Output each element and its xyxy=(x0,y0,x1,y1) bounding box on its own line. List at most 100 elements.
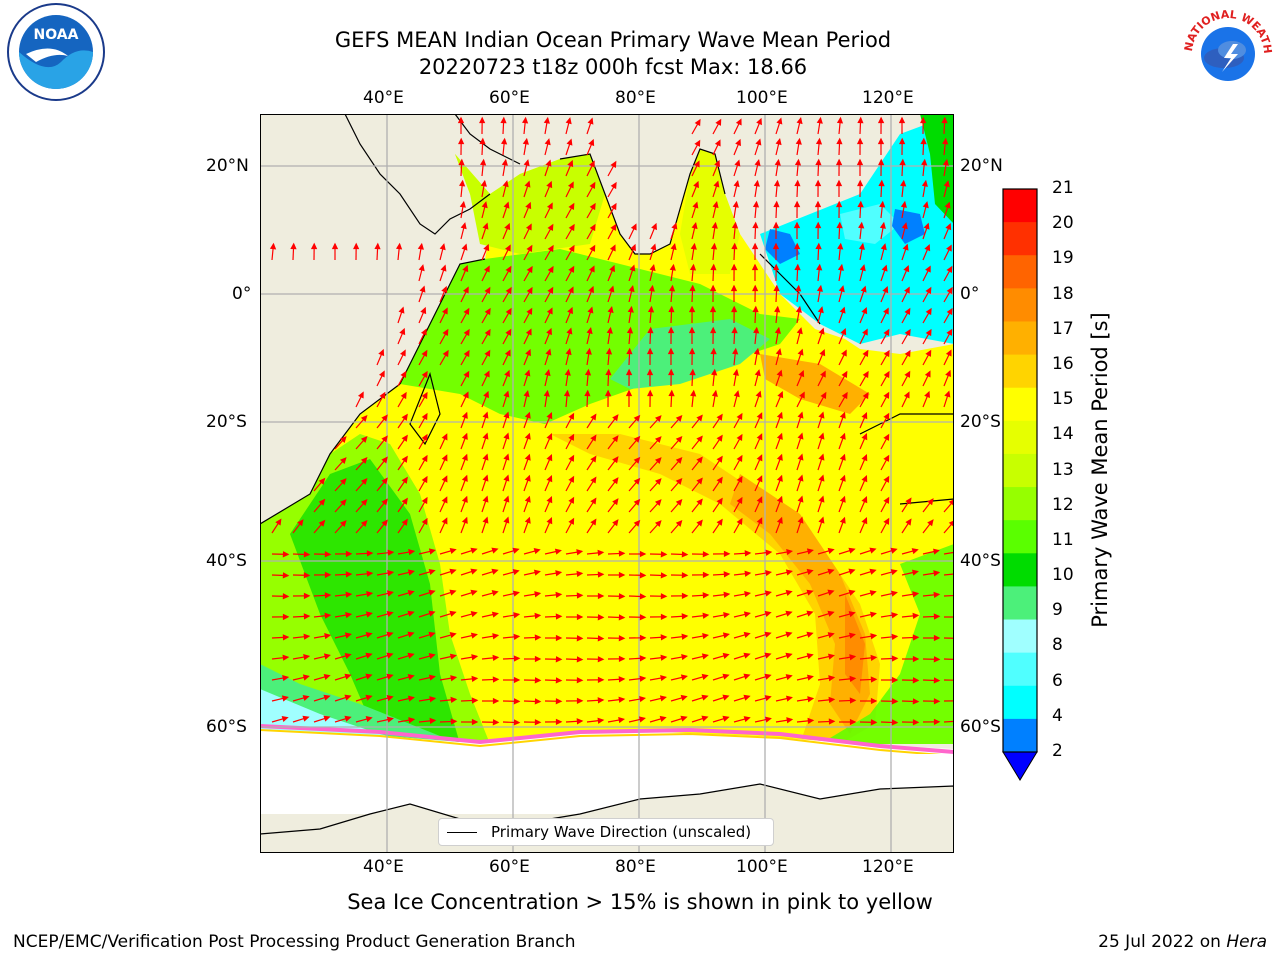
wave-arrow-head xyxy=(899,137,906,145)
wave-arrow-head xyxy=(526,307,533,315)
wave-arrow-head xyxy=(654,415,662,422)
wave-arrow-head xyxy=(625,389,633,397)
wave-arrow-head xyxy=(401,455,408,463)
wave-arrow-head xyxy=(869,568,877,575)
wave-arrow-head xyxy=(696,414,703,422)
colorbar-segment xyxy=(1003,652,1037,687)
wave-arrow-head xyxy=(921,179,928,187)
wave-arrow-head xyxy=(702,592,710,599)
wave-arrow-head xyxy=(331,242,339,250)
wave-arrow-head xyxy=(441,433,448,441)
wave-arrow-head xyxy=(794,242,801,250)
wave-arrow-head xyxy=(816,116,823,124)
wave-arrow-head xyxy=(858,221,865,229)
wave-arrow-head xyxy=(696,477,703,485)
wave-arrow-head xyxy=(799,391,805,399)
wave-arrow-head xyxy=(849,697,857,704)
wave-arrow-head xyxy=(690,389,697,397)
wave-arrow-head xyxy=(627,305,634,313)
wave-arrow-head xyxy=(503,411,510,419)
wave-arrow-head xyxy=(818,474,825,482)
wave-arrow-head xyxy=(660,551,668,558)
wave-arrow-head xyxy=(439,243,446,251)
wave-arrow-head xyxy=(555,698,563,705)
wave-arrow-head xyxy=(639,695,647,703)
lat-tick-left: 0° xyxy=(232,284,252,304)
wave-arrow-head xyxy=(381,498,388,506)
wave-arrow-head xyxy=(654,520,662,527)
wave-arrow-head xyxy=(504,349,511,357)
wave-arrow-head xyxy=(470,611,478,618)
wave-arrow-head xyxy=(733,180,740,188)
wave-arrow-head xyxy=(839,516,846,524)
wave-arrow-head xyxy=(933,591,941,599)
wave-arrow-head xyxy=(882,286,889,294)
wave-arrow-head xyxy=(797,495,804,503)
wave-arrow-head xyxy=(716,476,723,484)
wave-arrow-head xyxy=(525,201,532,210)
footer-date: 25 Jul 2022 on Hera xyxy=(1098,932,1267,952)
wave-arrow-head xyxy=(797,474,804,482)
svg-text:NOAA: NOAA xyxy=(34,27,79,43)
wave-arrow-head xyxy=(421,433,428,442)
wave-arrow-head xyxy=(588,160,595,168)
wave-arrow-head xyxy=(618,716,626,724)
wave-arrow-head xyxy=(612,498,619,506)
wave-arrow-head xyxy=(756,433,763,441)
wave-arrow-head xyxy=(710,263,717,271)
wave-arrow-head xyxy=(524,432,531,440)
wave-arrow-head xyxy=(828,653,835,660)
wave-arrow-head xyxy=(818,495,825,503)
wave-arrow-head xyxy=(440,264,447,272)
wave-arrow-head xyxy=(400,391,407,400)
wave-arrow-head xyxy=(576,635,584,642)
wave-arrow-head xyxy=(428,569,436,575)
wave-arrow-head xyxy=(744,570,752,577)
wave-arrow-head xyxy=(484,349,491,357)
wave-arrow-head xyxy=(503,495,510,503)
wave-arrow-head xyxy=(701,694,709,701)
lat-tick-right: 40°S xyxy=(960,551,1001,571)
wave-arrow-head xyxy=(381,519,388,527)
wave-arrow-head xyxy=(920,116,927,124)
wave-arrow-head xyxy=(765,549,773,556)
wave-arrow-head xyxy=(483,390,489,399)
wave-arrow-head xyxy=(667,347,675,355)
wave-arrow-head xyxy=(418,264,425,272)
wave-arrow-head xyxy=(471,675,479,683)
wave-arrow xyxy=(943,594,954,597)
wave-arrow-head xyxy=(733,390,740,398)
wave-arrow-head xyxy=(471,718,479,726)
wave-arrow-head xyxy=(786,548,794,556)
wave-arrow-head xyxy=(408,717,416,724)
wave-arrow-head xyxy=(827,610,835,617)
wave-arrow-head xyxy=(827,568,835,575)
wave-arrow-head xyxy=(815,158,822,166)
wave-arrow-head xyxy=(756,517,763,525)
wave-arrow-head xyxy=(618,635,626,642)
wave-arrow-head xyxy=(849,654,857,661)
wave-arrow-head xyxy=(503,390,510,398)
wave-arrow-head xyxy=(660,572,668,579)
wave-arrow-head xyxy=(709,284,717,292)
wave-arrow-head xyxy=(269,242,277,250)
wave-arrow-head xyxy=(505,328,512,336)
wave-arrow-head xyxy=(743,652,751,659)
wave-arrow-head xyxy=(680,694,688,701)
wave-arrow-head xyxy=(923,222,930,230)
wave-arrow-head xyxy=(933,698,941,705)
wave-arrow-head xyxy=(734,159,741,167)
wave-arrow-head xyxy=(618,655,626,662)
wave-arrow-head xyxy=(597,571,605,578)
wave-arrow-head xyxy=(526,286,533,295)
wave-arrow-head xyxy=(731,326,738,334)
wave-arrow-head xyxy=(828,718,836,725)
wave-arrow-head xyxy=(911,548,919,555)
wave-arrow-head xyxy=(420,306,427,315)
colorbar-tick-label: 16 xyxy=(1052,353,1074,374)
colorbar-segment xyxy=(1003,387,1037,422)
wave-arrow-head xyxy=(360,498,368,506)
wave-arrow-head xyxy=(736,517,743,525)
wave-arrow-head xyxy=(612,456,619,464)
wave-arrow-head xyxy=(555,634,563,642)
